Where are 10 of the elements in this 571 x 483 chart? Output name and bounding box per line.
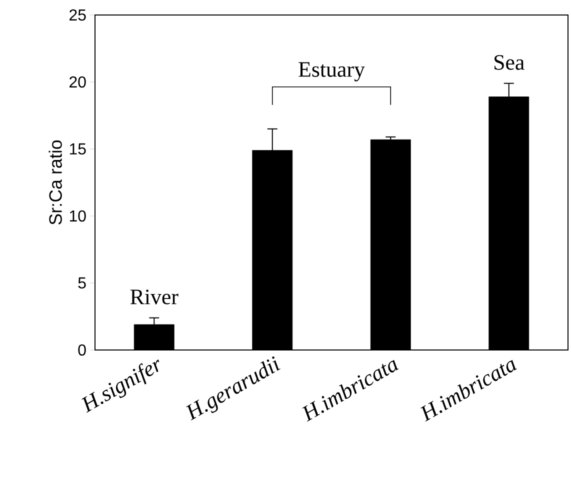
y-tick-label: 15	[70, 143, 86, 155]
y-tick-label: 25	[70, 9, 86, 21]
y-tick-label: 20	[70, 76, 86, 88]
y-tick-label: 5	[78, 277, 86, 289]
annotation: River	[130, 290, 178, 304]
annotation: Sea	[494, 55, 524, 70]
y-axis-title: Sr:Ca ratio	[48, 140, 62, 225]
y-tick-label: 10	[70, 210, 86, 222]
y-tick-label: 0	[78, 344, 86, 356]
annotation: Estuary	[298, 62, 365, 82]
